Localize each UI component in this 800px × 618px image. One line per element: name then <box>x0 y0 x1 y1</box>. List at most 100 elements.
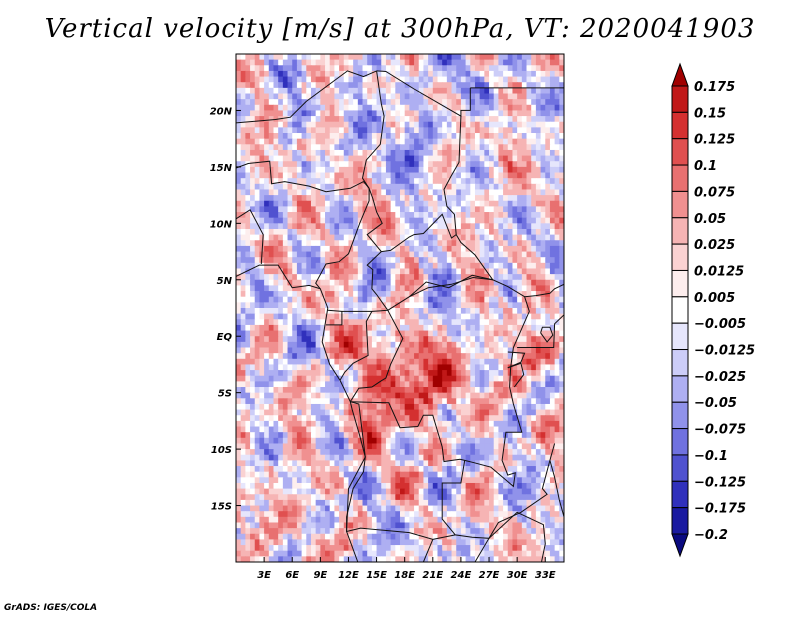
field-cell <box>381 364 387 371</box>
field-cell <box>418 347 425 354</box>
field-cell <box>470 138 476 145</box>
field-cell <box>381 449 387 456</box>
field-cell <box>489 449 495 456</box>
field-cell <box>512 240 518 247</box>
field-cell <box>273 364 279 371</box>
field-cell <box>554 228 560 236</box>
field-cell <box>451 70 457 78</box>
field-cell <box>343 257 350 264</box>
field-cell <box>432 240 439 247</box>
field-cell <box>554 341 560 349</box>
field-cell <box>554 245 560 253</box>
field-cell <box>545 285 551 292</box>
field-cell <box>259 319 265 326</box>
field-cell <box>306 183 312 191</box>
field-cell <box>250 296 256 303</box>
field-cell <box>390 341 396 349</box>
field-cell <box>489 398 495 405</box>
field-cell <box>493 336 499 343</box>
field-cell <box>456 212 462 219</box>
field-cell <box>395 437 401 445</box>
field-cell <box>250 217 256 224</box>
field-cell <box>446 274 453 281</box>
field-cell <box>456 166 462 174</box>
field-cell <box>353 206 359 213</box>
field-cell <box>432 437 439 445</box>
field-cell <box>498 212 504 219</box>
field-cell <box>437 392 443 399</box>
field-cell <box>460 257 467 264</box>
field-cell <box>357 149 364 157</box>
field-cell <box>442 375 448 382</box>
field-cell <box>296 149 303 157</box>
field-cell <box>254 144 261 151</box>
field-cell <box>517 262 523 270</box>
field-cell <box>503 392 509 399</box>
field-cell <box>329 251 335 258</box>
field-cell <box>282 189 289 196</box>
field-cell <box>545 206 551 213</box>
field-cell <box>474 308 481 315</box>
field-cell <box>404 347 410 354</box>
field-cell <box>437 99 443 106</box>
field-cell <box>507 358 514 366</box>
field-cell <box>531 59 537 66</box>
field-cell <box>451 76 457 83</box>
field-cell <box>512 104 518 112</box>
field-cell <box>535 127 542 134</box>
field-cell <box>535 87 542 95</box>
field-cell <box>549 403 556 411</box>
field-cell <box>437 313 443 320</box>
field-cell <box>245 59 251 66</box>
field-cell <box>348 149 354 157</box>
field-cell <box>540 144 546 151</box>
field-cell <box>540 432 546 439</box>
field-cell <box>517 144 523 151</box>
field-cell <box>404 166 410 174</box>
field-cell <box>549 93 556 100</box>
field-cell <box>517 398 523 405</box>
field-cell <box>245 426 251 433</box>
field-cell <box>489 387 495 394</box>
field-cell <box>268 59 275 66</box>
field-cell <box>390 302 396 309</box>
field-cell <box>310 432 317 439</box>
field-cell <box>545 189 551 196</box>
field-cell <box>329 432 335 439</box>
field-cell <box>236 308 242 315</box>
field-cell <box>306 195 312 202</box>
field-cell <box>414 54 420 61</box>
field-cell <box>381 99 387 106</box>
field-cell <box>259 234 265 241</box>
field-cell <box>282 133 289 140</box>
field-cell <box>535 353 542 360</box>
field-cell <box>554 87 560 95</box>
field-cell <box>278 178 284 185</box>
field-cell <box>329 121 335 128</box>
field-cell <box>554 116 560 123</box>
field-cell <box>282 110 289 117</box>
field-cell <box>301 133 307 140</box>
field-cell <box>474 82 481 89</box>
field-cell <box>484 76 490 83</box>
field-cell <box>343 291 350 298</box>
field-cell <box>526 87 532 95</box>
field-cell <box>343 358 350 366</box>
field-cell <box>554 279 560 287</box>
field-cell <box>545 76 551 83</box>
field-cell <box>437 257 443 264</box>
field-cell <box>404 409 410 416</box>
field-cell <box>296 364 303 371</box>
field-cell <box>339 110 345 117</box>
field-cell <box>428 387 434 394</box>
field-cell <box>339 403 345 411</box>
field-cell <box>404 296 410 303</box>
field-cell <box>282 166 289 174</box>
field-cell <box>282 336 289 343</box>
field-cell <box>371 285 378 292</box>
field-cell <box>259 437 265 445</box>
field-cell <box>409 195 415 202</box>
field-cell <box>474 381 481 388</box>
field-cell <box>362 387 368 394</box>
field-cell <box>493 149 499 157</box>
